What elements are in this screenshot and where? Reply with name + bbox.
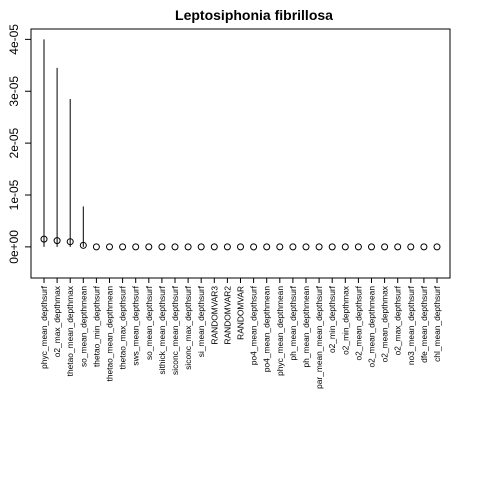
y-tick-label: 4e-05 <box>7 24 21 55</box>
data-point <box>433 243 441 251</box>
x-tick-label: so_mean_depthmean <box>78 286 88 367</box>
x-tick-label: o2_min_depthsurf <box>327 285 337 353</box>
data-point <box>171 243 179 251</box>
x-tick-label: o2_min_depthmax <box>340 285 350 355</box>
data-point <box>354 243 362 251</box>
data-point <box>53 237 61 245</box>
x-tick-label: par_mean_mean_depthsurf <box>314 285 324 389</box>
data-point <box>145 243 153 251</box>
data-point <box>289 243 297 251</box>
x-tick-label: siconc_mean_depthsurf <box>170 285 180 375</box>
x-tick-label: ph_mean_depthmean <box>301 286 311 368</box>
data-point <box>381 243 389 251</box>
data-point <box>263 243 271 251</box>
x-tick-label: o2_mean_depthsurf <box>353 285 363 360</box>
data-point <box>223 243 231 251</box>
x-tick-label: sithick_mean_depthsurf <box>157 285 167 374</box>
x-tick-label: thetao_mean_depthmean <box>105 286 115 382</box>
y-tick-label: 2e-05 <box>7 127 21 158</box>
data-point <box>302 243 310 251</box>
y-tick-label: 3e-05 <box>7 76 21 107</box>
x-tick-label: o2_mean_depthmean <box>367 286 377 368</box>
data-point <box>250 243 258 251</box>
data-point <box>79 241 87 249</box>
data-point <box>106 243 113 251</box>
x-tick-label: phyc_mean_depthsurf <box>39 285 49 369</box>
x-tick-label: phyc_mean_depthmean <box>275 286 285 376</box>
y-axis: 0e+00 1e-05 2e-05 3e-05 4e-05 <box>7 24 32 264</box>
data-point <box>341 243 349 251</box>
x-tick-label: thetao_max_depthsurf <box>118 285 128 369</box>
data-point <box>92 243 100 251</box>
data-point <box>132 243 140 251</box>
data-point <box>407 243 415 251</box>
data-points <box>40 235 441 251</box>
data-point <box>276 243 284 251</box>
x-tick-label: dfe_mean_depthsurf <box>419 285 429 362</box>
x-tick-label: po4_mean_depthmean <box>262 286 272 372</box>
data-point <box>184 243 192 251</box>
data-point <box>66 238 74 246</box>
data-point <box>328 243 336 251</box>
data-point <box>158 243 166 251</box>
x-tick-label: siconc_max_depthsurf <box>183 285 193 369</box>
x-tick-label: o2_mean_depthmax <box>380 285 390 362</box>
data-point <box>420 243 428 251</box>
x-axis: phyc_mean_depthsurf o2_max_depthmax thetao… <box>39 278 442 389</box>
x-tick-label: thetao_mean_depthmax <box>65 285 75 376</box>
x-tick-label: so_mean_depthsurf <box>144 285 154 360</box>
chart-title: Leptosiphonia fibrillosa <box>175 7 333 23</box>
x-tick-label: RANDOMVAR <box>236 286 246 340</box>
data-point <box>237 243 244 251</box>
data-point <box>368 243 375 251</box>
x-tick-label: si_mean_depthsurf <box>196 285 206 357</box>
y-tick-label: 0e+00 <box>7 230 21 264</box>
data-point <box>40 235 48 243</box>
y-tick-label: 1e-05 <box>7 179 21 210</box>
x-tick-label: no3_mean_depthsurf <box>406 285 416 365</box>
x-tick-label: RANDOMVAR2 <box>222 286 232 345</box>
x-tick-label: thetao_min_depthsurf <box>91 285 101 367</box>
error-bars <box>43 39 84 247</box>
x-tick-label: o2_max_depthmax <box>52 285 62 357</box>
data-point <box>394 243 402 251</box>
x-tick-label: ph_mean_depthsurf <box>288 285 298 360</box>
data-point <box>119 243 127 251</box>
data-point <box>210 243 218 251</box>
x-tick-label: chl_mean_depthsurf <box>432 285 442 362</box>
data-point <box>315 243 323 251</box>
x-tick-label: sws_mean_depthsurf <box>131 285 141 365</box>
x-tick-label: po4_mean_depthsurf <box>249 285 259 365</box>
x-tick-label: RANDOMVAR3 <box>209 286 219 345</box>
x-tick-label: o2_max_depthsurf <box>393 285 403 355</box>
data-point <box>197 243 205 251</box>
